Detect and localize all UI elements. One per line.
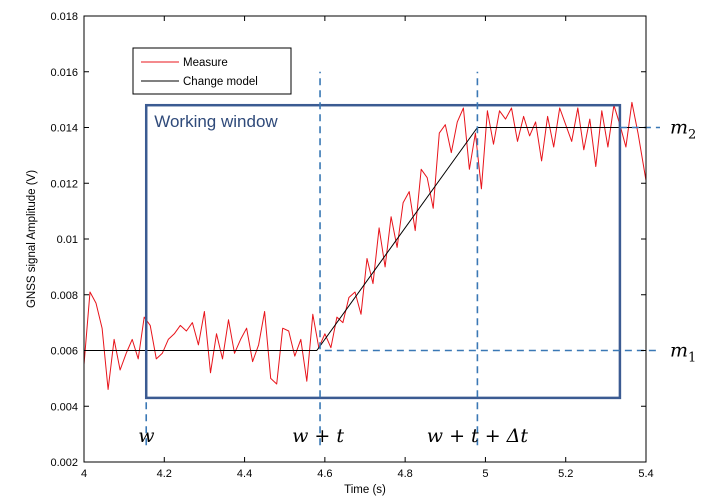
x-tick-label: 4.6 (317, 468, 332, 480)
label-w: w (138, 425, 154, 447)
label-m1: m1 (670, 340, 696, 366)
x-tick-label: 4.8 (397, 468, 412, 480)
label-w-plus-t-plus-dt: w + t + Δt (427, 425, 529, 447)
x-tick-label: 5 (482, 468, 488, 480)
y-tick-label: 0.01 (57, 234, 78, 246)
axes: 4 4.2 4.4 4.6 4.8 5 5.2 5.4 0.002 0.004 0.006 0.008… (50, 11, 653, 480)
y-tick-label: 0.002 (50, 457, 78, 469)
annotations: Working window w w + t w + t + Δt m1 m2 (138, 71, 696, 447)
working-window-box (144, 103, 622, 400)
y-tick-label: 0.014 (50, 123, 78, 135)
y-tick-label: 0.012 (50, 178, 78, 190)
legend-label-1: Change model (183, 76, 258, 88)
y-tick-label: 0.018 (50, 11, 78, 23)
label-m2: m2 (670, 117, 696, 143)
x-tick-label: 5.4 (638, 468, 653, 480)
legend-label-0: Measure (183, 57, 228, 69)
y-tick-label: 0.008 (50, 290, 78, 302)
working-window-label: Working window (154, 112, 278, 131)
y-axis-label: GNSS signal Amplitude (V) (26, 170, 38, 308)
series-line-change-model (84, 127, 646, 351)
series-lines (83, 101, 647, 390)
y-tick-label: 0.016 (50, 67, 78, 79)
x-tick-label: 4.4 (237, 468, 252, 480)
x-axis-label: Time (s) (344, 484, 386, 496)
label-w-plus-t: w + t (292, 425, 344, 447)
x-tick-label: 4.2 (157, 468, 172, 480)
y-tick-label: 0.006 (50, 346, 78, 358)
legend-box (132, 47, 292, 95)
y-tick-label: 0.004 (50, 401, 78, 413)
x-tick-label: 5.2 (558, 468, 573, 480)
series-line-measure (83, 101, 647, 390)
legend: Measure Change model (132, 47, 292, 95)
x-tick-label: 4 (81, 468, 87, 480)
